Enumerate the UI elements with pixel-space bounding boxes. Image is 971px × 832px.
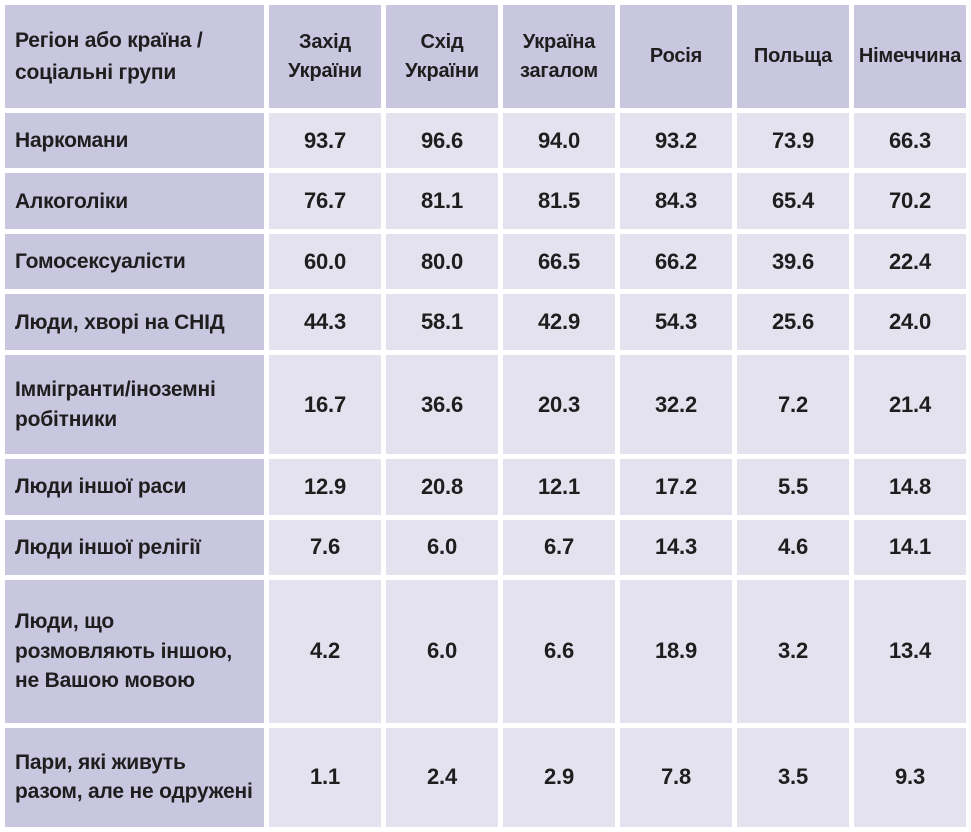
data-cell: 6.0 — [386, 580, 498, 723]
data-cell: 14.3 — [620, 519, 732, 576]
data-cell: 20.8 — [386, 459, 498, 515]
data-cell: 73.9 — [737, 113, 849, 169]
column-header-ukraine-total: Україна загалом — [503, 5, 615, 108]
data-cell: 1.1 — [269, 727, 381, 827]
row-label: Люди, що розмовляють іншою, не Вашою мов… — [5, 580, 264, 723]
row-label: Гомосексуалісти — [5, 233, 264, 290]
row-label: Іммігранти/іноземні робітники — [5, 354, 264, 455]
data-cell: 76.7 — [269, 173, 381, 229]
data-cell: 13.4 — [854, 580, 966, 723]
row-label: Люди іншої релігії — [5, 519, 264, 576]
data-cell: 94.0 — [503, 113, 615, 169]
data-cell: 5.5 — [737, 459, 849, 515]
row-label: Алкоголіки — [5, 173, 264, 229]
table-row: Люди, що розмовляють іншою, не Вашою мов… — [5, 580, 966, 723]
row-label: Пари, які живуть разом, але не одружені — [5, 727, 264, 827]
data-cell: 58.1 — [386, 294, 498, 350]
data-cell: 81.5 — [503, 173, 615, 229]
data-cell: 80.0 — [386, 233, 498, 290]
table-row: Гомосексуалісти 60.0 80.0 66.5 66.2 39.6… — [5, 233, 966, 290]
header-corner-cell: Регіон або країна / соціальні групи — [5, 5, 264, 108]
data-cell: 44.3 — [269, 294, 381, 350]
data-cell: 2.9 — [503, 727, 615, 827]
data-cell: 2.4 — [386, 727, 498, 827]
data-cell: 65.4 — [737, 173, 849, 229]
column-header-russia: Росія — [620, 5, 732, 108]
data-cell: 3.2 — [737, 580, 849, 723]
data-cell: 66.5 — [503, 233, 615, 290]
data-cell: 20.3 — [503, 354, 615, 455]
table-row: Наркомани 93.7 96.6 94.0 93.2 73.9 66.3 — [5, 113, 966, 169]
data-cell: 4.2 — [269, 580, 381, 723]
header-row: Регіон або країна / соціальні групи Захі… — [5, 5, 966, 108]
data-cell: 60.0 — [269, 233, 381, 290]
data-cell: 54.3 — [620, 294, 732, 350]
data-cell: 6.6 — [503, 580, 615, 723]
table-row: Люди іншої релігії 7.6 6.0 6.7 14.3 4.6 … — [5, 519, 966, 576]
column-header-west-ukraine: Захід України — [269, 5, 381, 108]
data-cell: 21.4 — [854, 354, 966, 455]
row-label: Люди іншої раси — [5, 459, 264, 515]
data-cell: 12.9 — [269, 459, 381, 515]
data-cell: 6.0 — [386, 519, 498, 576]
data-cell: 9.3 — [854, 727, 966, 827]
data-cell: 66.3 — [854, 113, 966, 169]
data-cell: 16.7 — [269, 354, 381, 455]
data-cell: 7.2 — [737, 354, 849, 455]
data-cell: 42.9 — [503, 294, 615, 350]
data-cell: 6.7 — [503, 519, 615, 576]
data-cell: 36.6 — [386, 354, 498, 455]
data-cell: 93.7 — [269, 113, 381, 169]
data-cell: 24.0 — [854, 294, 966, 350]
data-cell: 39.6 — [737, 233, 849, 290]
data-cell: 22.4 — [854, 233, 966, 290]
row-label: Наркомани — [5, 113, 264, 169]
data-cell: 70.2 — [854, 173, 966, 229]
data-cell: 12.1 — [503, 459, 615, 515]
table-row: Люди, хворі на СНІД 44.3 58.1 42.9 54.3 … — [5, 294, 966, 350]
data-cell: 14.1 — [854, 519, 966, 576]
table-row: Іммігранти/іноземні робітники 16.7 36.6 … — [5, 354, 966, 455]
data-cell: 32.2 — [620, 354, 732, 455]
table-row: Алкоголіки 76.7 81.1 81.5 84.3 65.4 70.2 — [5, 173, 966, 229]
data-cell: 66.2 — [620, 233, 732, 290]
data-cell: 81.1 — [386, 173, 498, 229]
data-cell: 25.6 — [737, 294, 849, 350]
table-row: Люди іншої раси 12.9 20.8 12.1 17.2 5.5 … — [5, 459, 966, 515]
data-cell: 4.6 — [737, 519, 849, 576]
data-cell: 14.8 — [854, 459, 966, 515]
column-header-east-ukraine: Схід України — [386, 5, 498, 108]
data-cell: 96.6 — [386, 113, 498, 169]
data-cell: 3.5 — [737, 727, 849, 827]
data-cell: 93.2 — [620, 113, 732, 169]
data-cell: 18.9 — [620, 580, 732, 723]
data-cell: 7.8 — [620, 727, 732, 827]
column-header-germany: Німеччина — [854, 5, 966, 108]
data-cell: 17.2 — [620, 459, 732, 515]
table-row: Пари, які живуть разом, але не одружені … — [5, 727, 966, 827]
data-cell: 84.3 — [620, 173, 732, 229]
data-cell: 7.6 — [269, 519, 381, 576]
column-header-poland: Польща — [737, 5, 849, 108]
row-label: Люди, хворі на СНІД — [5, 294, 264, 350]
